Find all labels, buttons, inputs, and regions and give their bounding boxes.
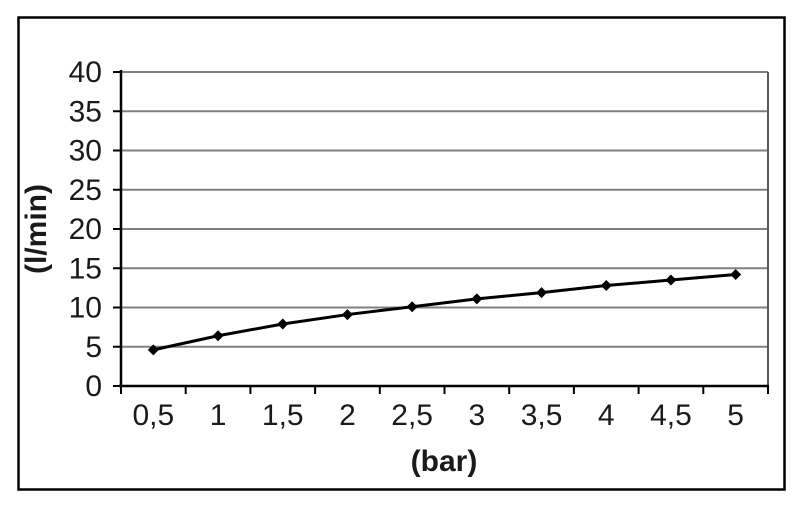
data-series-group — [147, 269, 742, 356]
data-point-marker — [536, 287, 548, 299]
x-tick-label: 3,5 — [521, 399, 563, 432]
y-tick-label: 40 — [69, 56, 102, 89]
gridlines-group — [121, 71, 769, 386]
y-tick-labels-group: 0 5 10 15 20 25 30 35 40 — [69, 56, 102, 403]
data-point-marker — [406, 301, 418, 313]
data-point-marker — [471, 293, 483, 305]
series-line — [153, 273, 736, 352]
x-tick-label: 4,5 — [650, 399, 692, 432]
x-tick-label: 2 — [339, 399, 356, 432]
y-tick-label: 5 — [85, 331, 102, 364]
x-tick-label: 5 — [727, 399, 744, 432]
y-tick-label: 20 — [69, 213, 102, 246]
x-tick-label: 4 — [598, 399, 615, 432]
data-point-marker — [147, 344, 159, 356]
figure-frame — [17, 16, 786, 491]
y-tick-label: 35 — [69, 95, 102, 128]
x-tick-label: 1 — [210, 399, 227, 432]
y-tick-label: 0 — [85, 370, 102, 403]
data-point-marker — [730, 269, 742, 281]
axes-group — [113, 70, 769, 394]
y-tick-label: 15 — [69, 252, 102, 285]
data-point-marker — [665, 274, 677, 286]
x-tick-label: 3 — [469, 399, 486, 432]
data-point-marker — [212, 330, 224, 342]
x-tick-labels-group: 0,5 1 1,5 2 2,5 3 3,5 4 4,5 5 — [132, 399, 744, 432]
y-axis-title: (l/min) — [20, 184, 53, 274]
x-tick-label: 0,5 — [132, 399, 174, 432]
x-tick-label: 2,5 — [391, 399, 433, 432]
data-point-marker — [341, 309, 353, 321]
y-tick-label: 10 — [69, 292, 102, 325]
data-point-marker — [600, 280, 612, 292]
x-tick-label: 1,5 — [262, 399, 304, 432]
y-tick-label: 30 — [69, 135, 102, 168]
data-point-marker — [277, 318, 289, 330]
x-axis-title: (bar) — [411, 445, 478, 478]
y-tick-label: 25 — [69, 174, 102, 207]
